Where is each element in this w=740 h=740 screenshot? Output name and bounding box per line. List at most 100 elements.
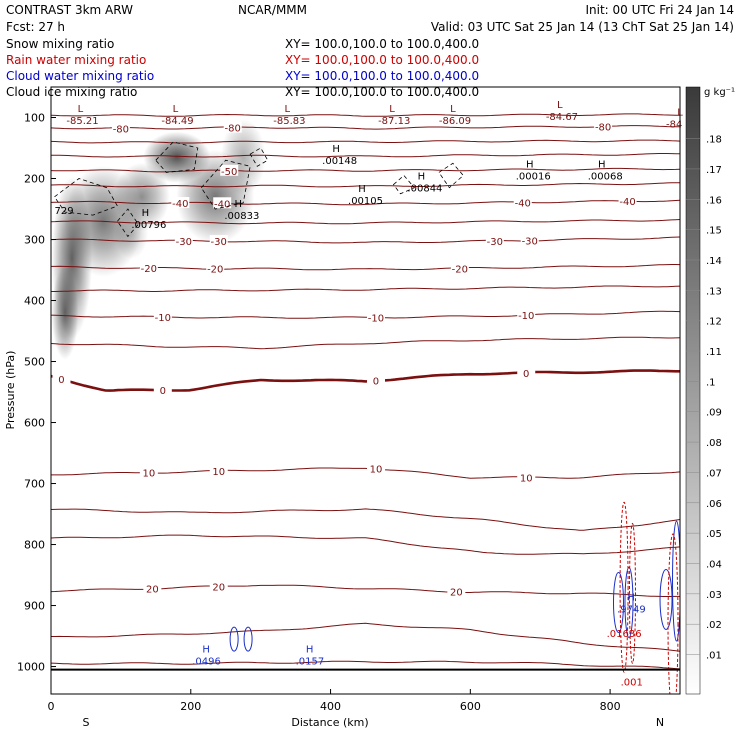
- isotherm-label-bg: [139, 262, 158, 274]
- isotherm-label: -40: [214, 199, 230, 210]
- colorbar-level: .13: [706, 286, 722, 297]
- extremum-mark: H: [627, 592, 635, 603]
- isotherm-label-bg: [206, 262, 225, 274]
- isotherm-label: 0: [160, 386, 166, 397]
- axes: Distance (km) Pressure (hPa) S N 0 200 400…: [4, 112, 664, 729]
- header: CONTRAST 3km ARW Fcst: 27 h NCAR/MMM Ini…: [6, 3, 734, 34]
- isotherm-label: 10: [370, 465, 383, 476]
- x-axis-label: Distance (km): [291, 716, 368, 729]
- isotherm-label: 10: [520, 473, 533, 484]
- extremum-value: -86.09: [439, 116, 471, 127]
- field-label-0: Snow mixing ratio: [6, 37, 114, 51]
- isotherm-label-bg: [485, 234, 504, 246]
- isotherm-label: -20: [452, 264, 468, 275]
- isotherm-label-bg: [366, 311, 385, 323]
- x-tick-label: 0: [48, 700, 55, 713]
- extremum-value: .001: [621, 678, 643, 689]
- isotherm-label: 10: [142, 469, 155, 480]
- colorbar-level: .05: [706, 529, 722, 540]
- isotherm-line: [51, 153, 680, 158]
- isotherm-line: [51, 199, 680, 206]
- colorbar-level: .08: [706, 438, 722, 449]
- isotherm-label-bg: [153, 383, 172, 395]
- field-xy-3: XY= 100.0,100.0 to 100.0,400.0: [285, 85, 479, 99]
- isotherm-label-bg: [209, 580, 228, 592]
- snow-cell: [114, 207, 149, 260]
- cloud-ice-contour: [392, 174, 416, 195]
- cloud-water-contour: [672, 520, 680, 642]
- isotherm-label-bg: [174, 234, 193, 246]
- field-xy-1: XY= 100.0,100.0 to 100.0,400.0: [285, 53, 479, 67]
- colorbar-level: .1: [706, 377, 716, 388]
- isotherm-label: -20: [207, 265, 223, 276]
- isotherm-label-bg: [209, 235, 228, 247]
- extremum-value: .00016: [516, 171, 551, 182]
- isotherm-label: -30: [487, 237, 503, 248]
- isotherm-label-bg: [220, 164, 239, 176]
- isotherm-label: -10: [518, 311, 534, 322]
- isotherm-line: [51, 139, 680, 144]
- isotherm-label-bg: [213, 197, 232, 209]
- isotherm-label-bg: [209, 465, 228, 477]
- isotherm-label-bg: [517, 366, 536, 378]
- colorbar-gradient: [685, 86, 701, 695]
- isotherm-label-bg: [111, 122, 130, 134]
- extremum-mark: L: [450, 104, 456, 115]
- colorbar-level: .16: [706, 195, 722, 206]
- y-axis-label: Pressure (hPa): [4, 351, 17, 430]
- isotherm-label: -30: [176, 237, 192, 248]
- colorbar-level: .14: [706, 256, 722, 267]
- isotherm-label-bg: [450, 262, 469, 274]
- isotherm-label: -30: [211, 237, 227, 248]
- extremum-value: -84.49: [161, 116, 193, 127]
- cloud-water-contour: [229, 626, 239, 652]
- extremum-mark: L: [557, 100, 563, 111]
- cloud-ice-contour: [249, 147, 269, 167]
- colorbar-level: .11: [706, 347, 722, 358]
- extremum-value: .00844: [407, 184, 442, 195]
- colorbar-level: .03: [706, 590, 722, 601]
- isotherm-line: [51, 113, 680, 117]
- extremum-value: -85.83: [273, 116, 305, 127]
- isotherm-line: [51, 336, 680, 350]
- y-tick-label: 500: [24, 356, 45, 369]
- isotherm-label-bg: [513, 196, 532, 208]
- isotherm-label: -40: [619, 197, 635, 208]
- colorbar-level: .01: [706, 651, 722, 662]
- extremum-value: .00105: [348, 196, 383, 207]
- y-tick-label: 1000: [17, 661, 45, 674]
- extremum-value: .00833: [224, 211, 259, 222]
- cloud-water-contour: [612, 571, 624, 633]
- isotherm-label: 20: [146, 585, 159, 596]
- isotherm-line: [51, 369, 680, 392]
- header-init: Init: 00 UTC Fri 24 Jan 14: [585, 3, 734, 17]
- isotherm-line: [51, 622, 680, 652]
- rain-contour: [619, 501, 629, 673]
- isotherm-label: -10: [368, 313, 384, 324]
- extremum-value: -87.13: [378, 116, 410, 127]
- isotherm-label: -20: [141, 264, 157, 275]
- extremum-mark: H: [235, 199, 243, 210]
- isotherm-label: 10: [212, 467, 225, 478]
- isotherm-line: [51, 219, 680, 225]
- colorbar-level: .04: [706, 559, 722, 570]
- rain-contour: [628, 522, 636, 664]
- isotherm-label: 0: [58, 375, 64, 386]
- cloud-water-contour: [243, 626, 253, 652]
- extremum-value: .0157: [296, 656, 325, 667]
- extremum-mark: L: [78, 104, 84, 115]
- isotherm-label: -10: [155, 313, 171, 324]
- field-label-1: Rain water mixing ratio: [6, 53, 146, 67]
- y-tick-label: 300: [24, 234, 45, 247]
- isotherms: -80 -80 -80 -50 -40 -40 -40 -40 -30 -30 -30 -30 -20 -…: [51, 113, 680, 670]
- cloud-water-contour: [624, 566, 634, 638]
- extremum-value: -84.67: [546, 112, 578, 123]
- isotherm-label-bg: [517, 471, 536, 483]
- isotherm-label: -80: [595, 122, 611, 133]
- extremum-mark: H: [598, 159, 606, 170]
- cloud-ice-contour: [116, 208, 139, 238]
- extremum-value: .0496: [192, 656, 221, 667]
- field-legend: Snow mixing ratio XY= 100.0,100.0 to 100.…: [6, 37, 479, 99]
- y-tick-label: 200: [24, 173, 45, 186]
